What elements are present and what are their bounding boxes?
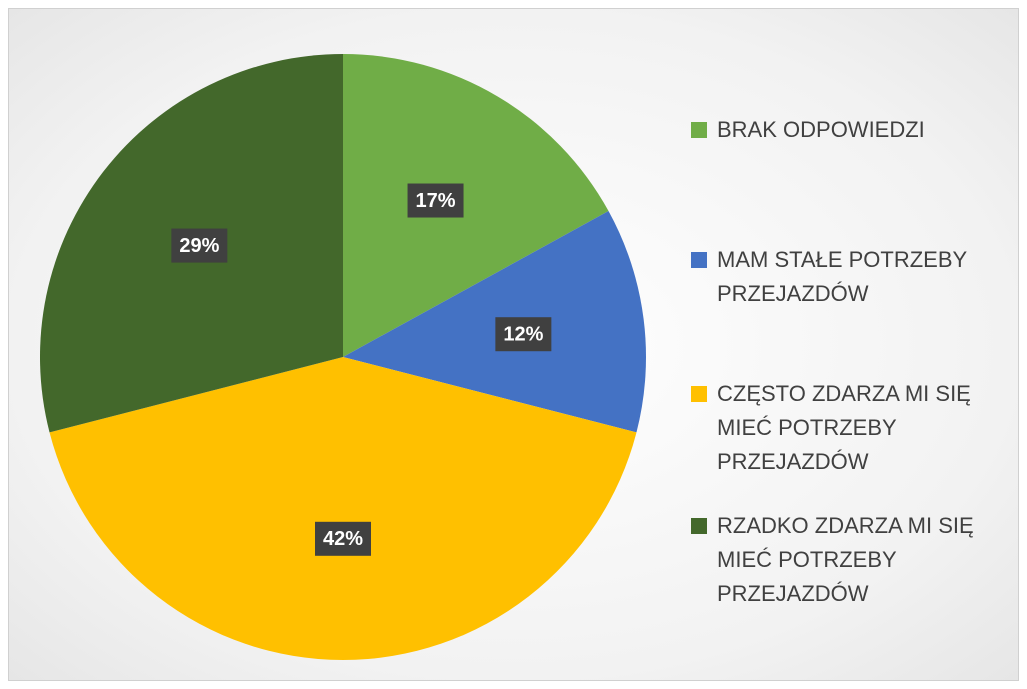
data-label: 29% <box>179 235 219 257</box>
legend-label: BRAK ODPOWIEDZI <box>717 117 925 142</box>
data-label: 12% <box>503 323 543 345</box>
legend-entry: MAM STAŁE POTRZEBY PRZEJAZDÓW <box>691 243 991 311</box>
legend-swatch <box>691 252 707 268</box>
legend-label: CZĘSTO ZDARZA MI SIĘ MIEĆ POTRZEBY PRZEJ… <box>717 381 971 474</box>
data-label-box <box>495 317 552 352</box>
legend-entry: CZĘSTO ZDARZA MI SIĘ MIEĆ POTRZEBY PRZEJ… <box>691 377 991 479</box>
legend-swatch <box>691 122 707 138</box>
legend-entry: RZADKO ZDARZA MI SIĘ MIEĆ POTRZEBY PRZEJ… <box>691 509 991 611</box>
pie-slice <box>343 211 647 433</box>
data-label-box <box>407 183 464 218</box>
chart-area: 17% 12% 42% 29% BRAK ODPOWIEDZI MAM STAŁE PO… <box>8 8 1019 681</box>
legend-swatch <box>691 518 707 534</box>
data-label: 17% <box>416 190 456 212</box>
data-label-box <box>315 521 371 556</box>
pie-slice <box>49 357 637 661</box>
legend-label: RZADKO ZDARZA MI SIĘ MIEĆ POTRZEBY PRZEJ… <box>717 513 974 606</box>
legend-label: MAM STAŁE POTRZEBY PRZEJAZDÓW <box>717 247 967 306</box>
legend-entry: BRAK ODPOWIEDZI <box>691 113 991 147</box>
data-label-box <box>171 228 228 263</box>
legend-swatch <box>691 386 707 402</box>
pie-chart: 17% 12% 42% 29% <box>39 54 647 661</box>
pie-slice <box>343 54 609 357</box>
data-label: 42% <box>323 528 363 550</box>
